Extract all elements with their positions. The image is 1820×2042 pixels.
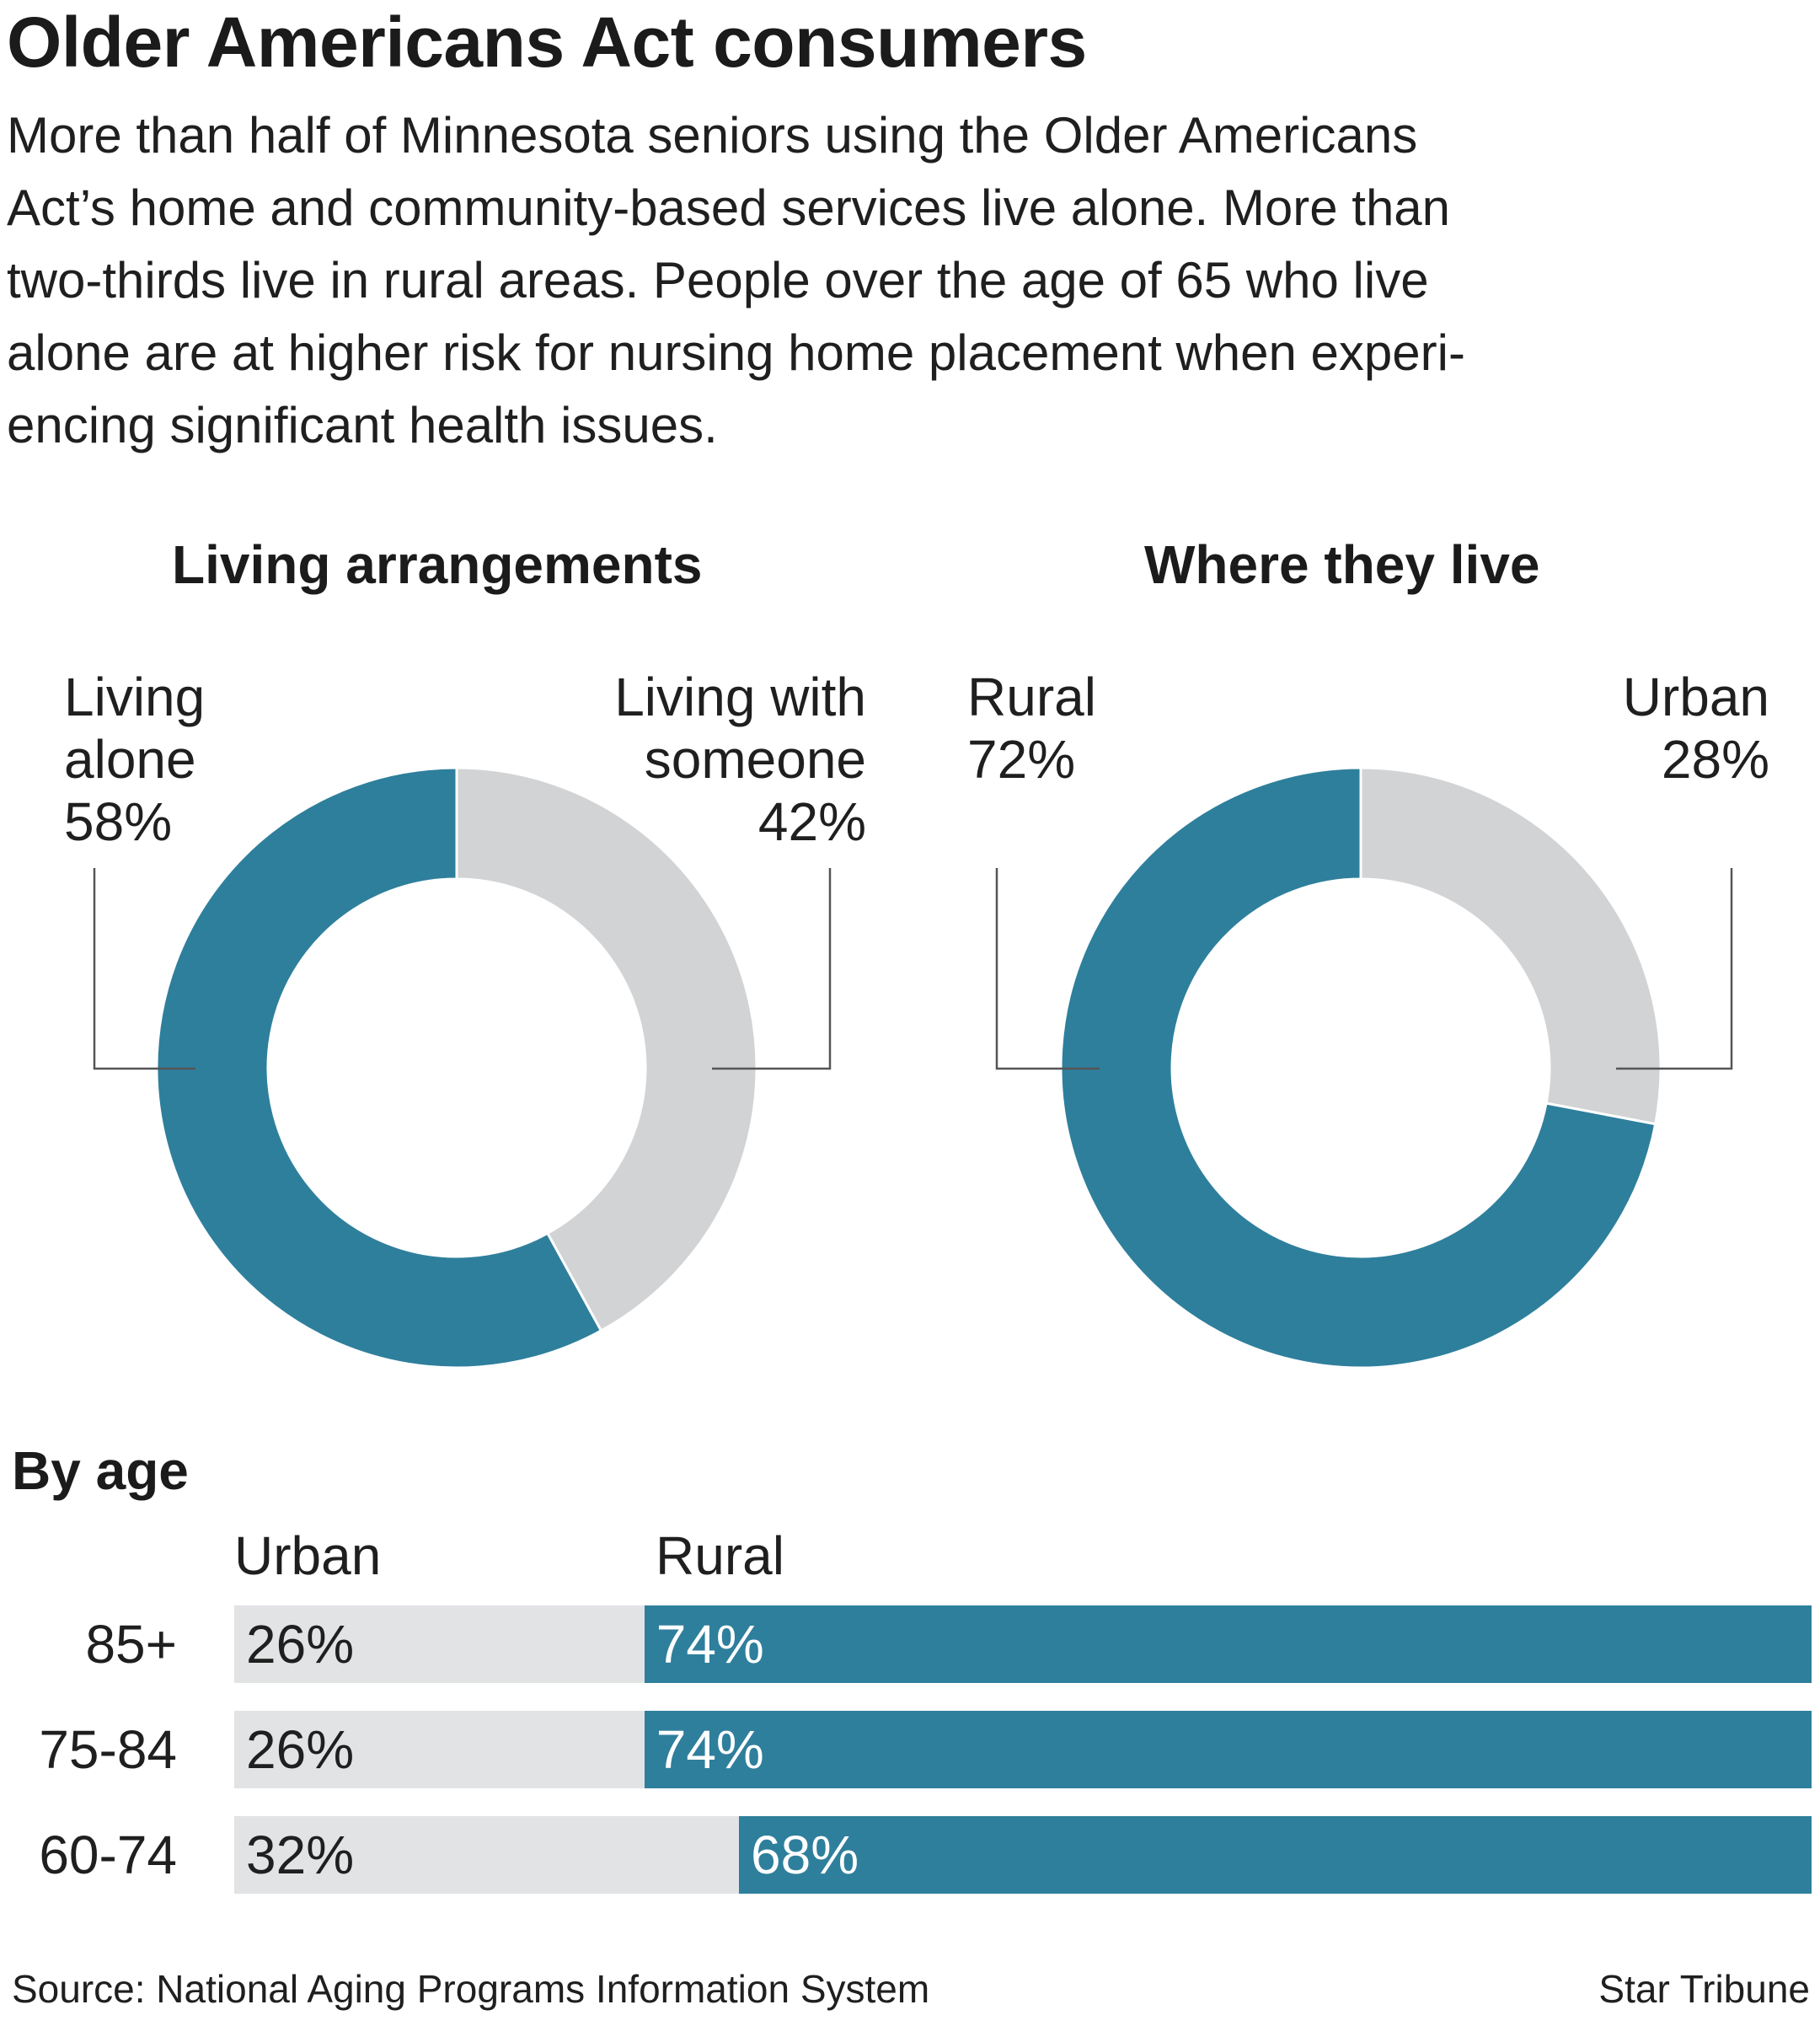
slice-value: 58% [64,791,173,852]
donut-slice-secondary [1359,766,1662,1126]
slice-label-living-alone: Living alone 58% [64,666,205,853]
leader-line [712,868,832,1070]
leader-line [1616,868,1733,1070]
by-age-title: By age [12,1440,189,1501]
dek: More than half of Minnesota seniors usin… [7,99,1776,462]
bar-value-label: 26% [246,1719,355,1780]
bar-value-label: 68% [751,1825,859,1885]
bar-segment-rural: 74% [644,1711,1812,1788]
slice-name-line: Urban [1622,667,1769,727]
bar-value-label: 74% [656,1614,764,1675]
bar-category-label: 85+ [85,1614,177,1675]
slice-label-rural: Rural 72% [967,666,1096,791]
slice-name-line: Living [64,667,206,727]
donut-slice-secondary [455,766,758,1333]
bar-category-label: 75-84 [39,1719,177,1780]
donut-slice-primary [155,766,603,1369]
bar-value-label: 74% [656,1719,764,1780]
column-head-rural: Rural [656,1525,784,1586]
bar-row: 60-74 32% 68% [0,1816,1820,1894]
leader-line [93,868,195,1070]
headline: Older Americans Act consumers [7,3,1087,82]
dek-line: More than half of Minnesota seniors usin… [7,107,1418,163]
dek-line: two-thirds live in rural areas. People o… [7,252,1429,308]
source-note: Source: National Aging Programs Informat… [12,1967,930,2011]
bar-value-label: 32% [246,1825,355,1885]
living-arrangements-title: Living arrangements [172,534,703,595]
bar-segment-rural: 68% [739,1816,1812,1894]
slice-name-line: Rural [967,667,1096,727]
slice-value: 28% [1661,729,1769,790]
dek-line: alone are at higher risk for nursing hom… [7,324,1465,381]
slice-label-urban: Urban 28% [1623,666,1769,791]
column-head-urban: Urban [234,1525,382,1586]
bar-segment-rural: 74% [644,1605,1812,1683]
credit: Star Tribune [1598,1967,1810,2011]
slice-name-line: someone [644,729,866,790]
bar-row: 75-84 26% 74% [0,1711,1820,1788]
bar-value-label: 26% [246,1614,355,1675]
dek-line: Act’s home and community-based services … [7,180,1451,236]
slice-name-line: Living with [614,667,866,727]
slice-value: 42% [757,791,866,852]
where-they-live-title: Where they live [1144,534,1540,595]
bar-segment-urban: 26% [234,1711,645,1788]
slice-value: 72% [967,729,1076,790]
living-arrangements-donut [93,766,832,1369]
bar-row: 85+ 26% 74% [0,1605,1820,1683]
donut-slice-primary [1059,766,1657,1369]
where-they-live-donut [995,766,1733,1369]
bar-segment-urban: 26% [234,1605,645,1683]
bar-category-label: 60-74 [39,1825,177,1885]
slice-name-line: alone [64,729,196,790]
slice-label-living-with-someone: Living with someone 42% [614,666,866,853]
dek-line: encing significant health issues. [7,397,718,453]
leader-line [995,868,1100,1070]
bar-segment-urban: 32% [234,1816,740,1894]
